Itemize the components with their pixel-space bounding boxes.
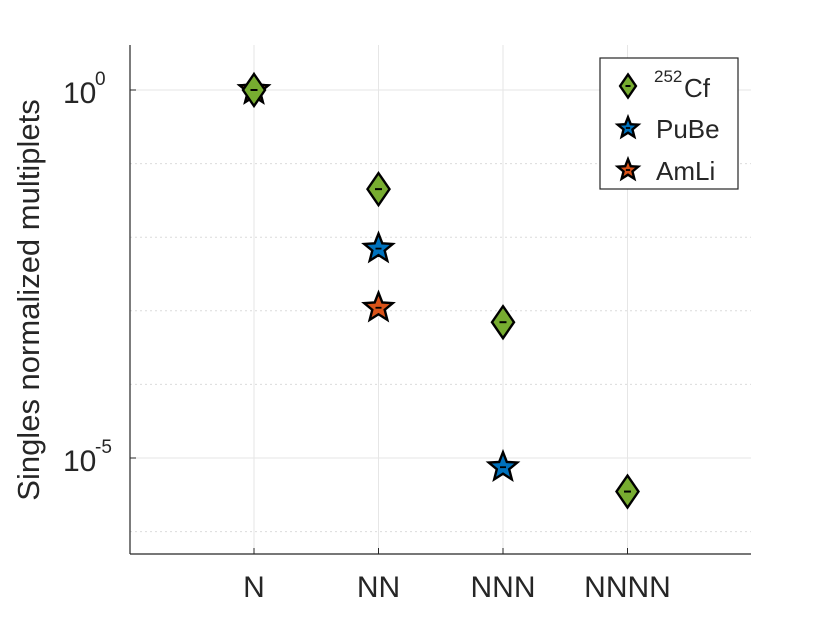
legend: 252 Cf PuBe AmLi [599, 57, 739, 190]
legend-label: AmLi [656, 156, 715, 186]
grid [130, 45, 751, 554]
y-tick-exponent: -5 [95, 437, 112, 458]
y-tick-exponent: 0 [95, 69, 106, 90]
y-tick-label: 10 [63, 445, 96, 478]
x-tick-label: N [243, 571, 265, 604]
data-marks [236, 71, 640, 510]
x-tick-label: NNN [471, 571, 536, 604]
data-point-pube [485, 448, 521, 482]
y-tick-label: 10 [63, 77, 96, 110]
legend-label: PuBe [656, 114, 720, 144]
data-point-amli [361, 289, 396, 323]
legend-marker [614, 113, 642, 140]
legend-label: Cf [684, 73, 711, 103]
data-point-pube [361, 230, 396, 264]
x-tick-label: NN [357, 571, 400, 604]
y-axis-label: Singles normalized multiplets [11, 99, 46, 500]
x-tick-label: NNNN [584, 571, 671, 604]
legend-marker [614, 155, 642, 182]
legend-label-superscript: 252 [654, 67, 682, 86]
